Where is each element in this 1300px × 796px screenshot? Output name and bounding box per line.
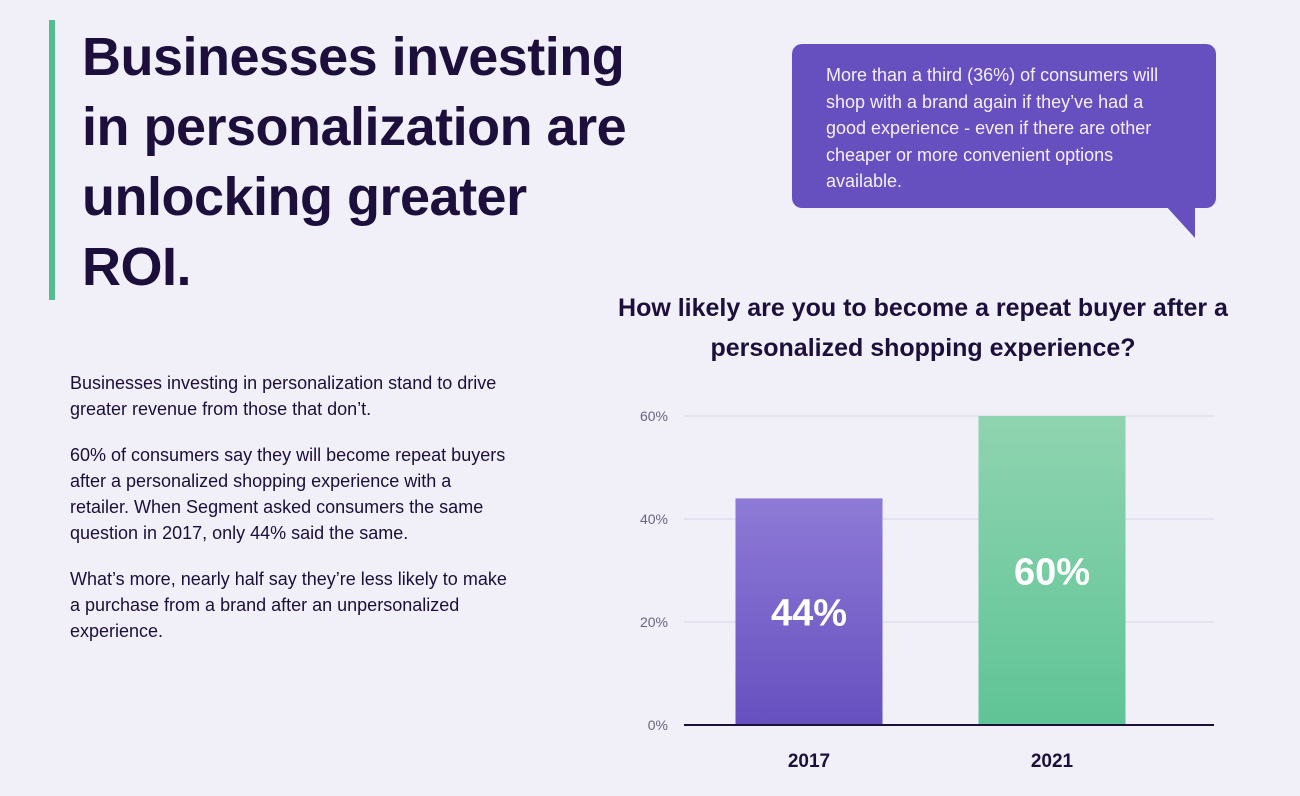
headline-accent-bar xyxy=(49,20,55,300)
stat-callout: More than a third (36%) of consumers wil… xyxy=(792,44,1216,208)
body-paragraph-1: Businesses investing in personalization … xyxy=(70,373,497,419)
bar-chart: 0% 20% 40% 60% 44% 2017 60% 2021 xyxy=(640,408,1214,772)
bar-2017 xyxy=(735,498,883,725)
body-paragraph-2: 60% of consumers say they will become re… xyxy=(70,445,506,543)
y-tick-label: 60% xyxy=(640,408,668,424)
x-tick-label: 2017 xyxy=(788,751,830,772)
body-paragraph-3: What’s more, nearly half say they’re les… xyxy=(70,569,507,641)
y-tick-label: 40% xyxy=(640,511,668,527)
bar-value-label: 44% xyxy=(771,593,847,635)
y-tick-label: 20% xyxy=(640,614,668,630)
page-headline: Businesses investing in personalization … xyxy=(82,27,627,297)
callout-tail xyxy=(1165,205,1195,238)
body-copy: Businesses investing in personalization … xyxy=(70,370,515,664)
bar-value-label: 60% xyxy=(1014,552,1090,594)
bar-2021 xyxy=(978,416,1126,725)
callout-text: More than a third (36%) of consumers wil… xyxy=(826,65,1159,191)
y-tick-label: 0% xyxy=(648,717,668,733)
chart-title: How likely are you to become a repeat bu… xyxy=(618,294,1228,362)
x-tick-label: 2021 xyxy=(1031,751,1074,772)
